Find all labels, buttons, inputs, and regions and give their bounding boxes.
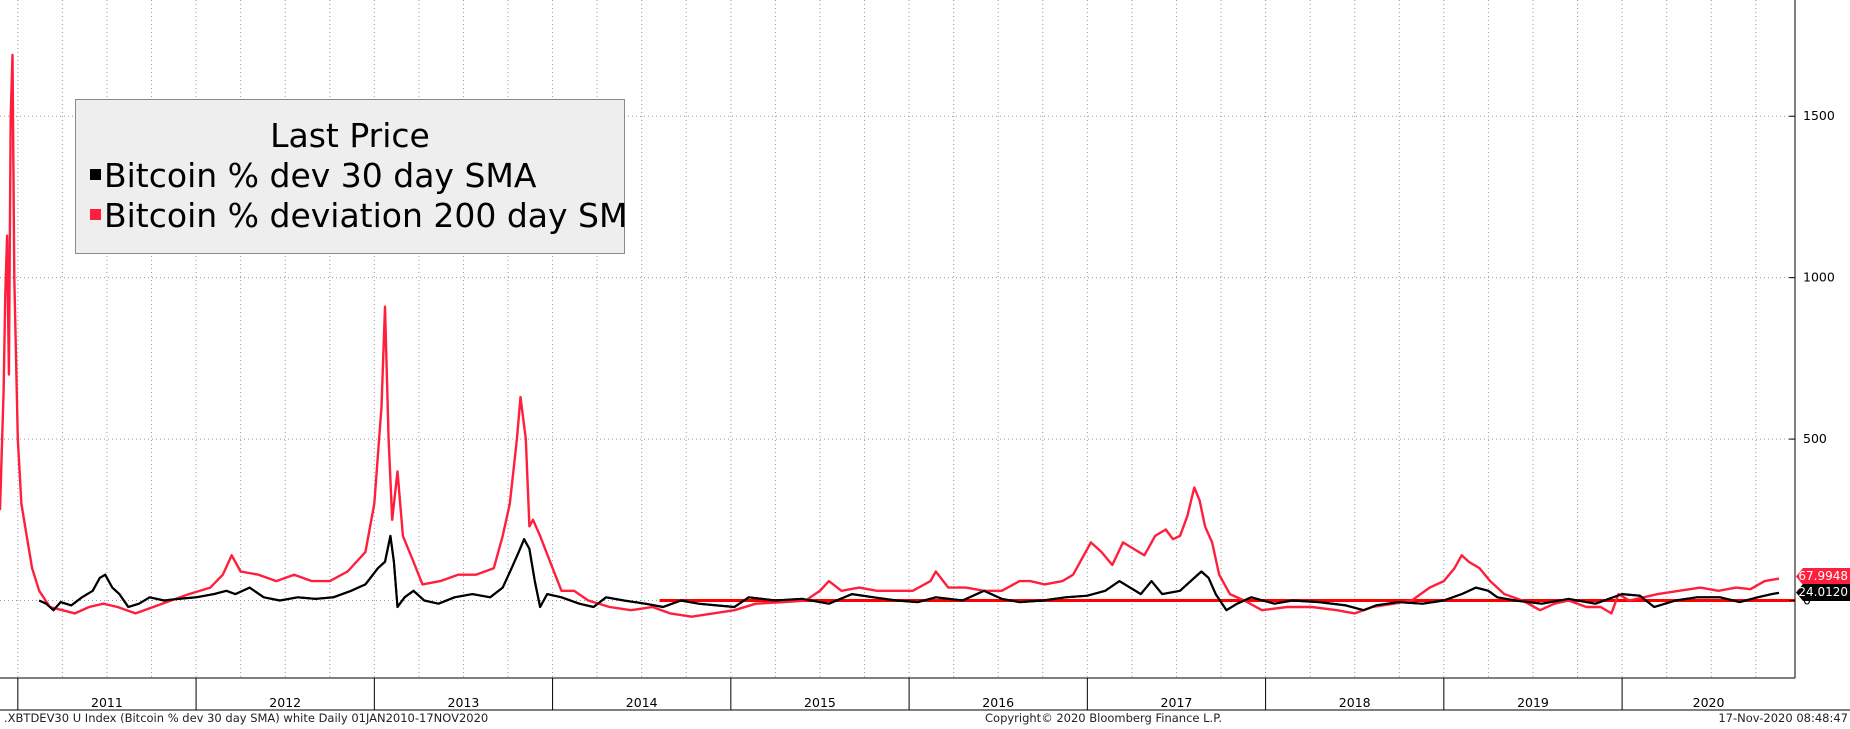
footer-source: .XBTDEV30 U Index (Bitcoin % dev 30 day … [4, 711, 489, 725]
legend-label-sma30: Bitcoin % dev 30 day SMA [104, 156, 537, 195]
last-value-tag-sma30: 24.0120 [1796, 584, 1850, 601]
x-tick-label: 2020 [1693, 695, 1725, 710]
footer-timestamp: 17-Nov-2020 08:48:47 [1718, 711, 1848, 725]
legend-item-sma200: Bitcoin % deviation 200 day SM [76, 196, 628, 236]
y-tick-label: 1000 [1803, 270, 1835, 285]
x-tick-label: 2012 [269, 695, 301, 710]
y-tick-label: 500 [1803, 431, 1827, 446]
legend-swatch-sma200 [90, 209, 101, 220]
last-value-tag-sma200: 67.9948 [1796, 568, 1850, 585]
legend-swatch-sma30 [90, 169, 101, 180]
x-tick-label: 2017 [1161, 695, 1193, 710]
x-tick-label: 2018 [1339, 695, 1371, 710]
legend-item-sma30: Bitcoin % dev 30 day SMA [76, 156, 624, 196]
chart-legend: Last Price Bitcoin % dev 30 day SMA Bitc… [75, 99, 628, 254]
x-tick-label: 2019 [1517, 695, 1549, 710]
legend-title: Last Price [270, 116, 430, 155]
footer-copyright: Copyright© 2020 Bloomberg Finance L.P. [985, 711, 1222, 725]
x-tick-label: 2014 [626, 695, 658, 710]
x-tick-label: 2011 [91, 695, 123, 710]
series-line-sma30-overlay [38, 534, 1780, 612]
series-line-sma200 [0, 53, 1780, 618]
legend-label-sma200: Bitcoin % deviation 200 day SM [104, 196, 628, 235]
x-tick-label: 2015 [804, 695, 836, 710]
x-tick-label: 2016 [982, 695, 1014, 710]
x-tick-label: 2013 [448, 695, 480, 710]
y-tick-label: 1500 [1803, 108, 1835, 123]
